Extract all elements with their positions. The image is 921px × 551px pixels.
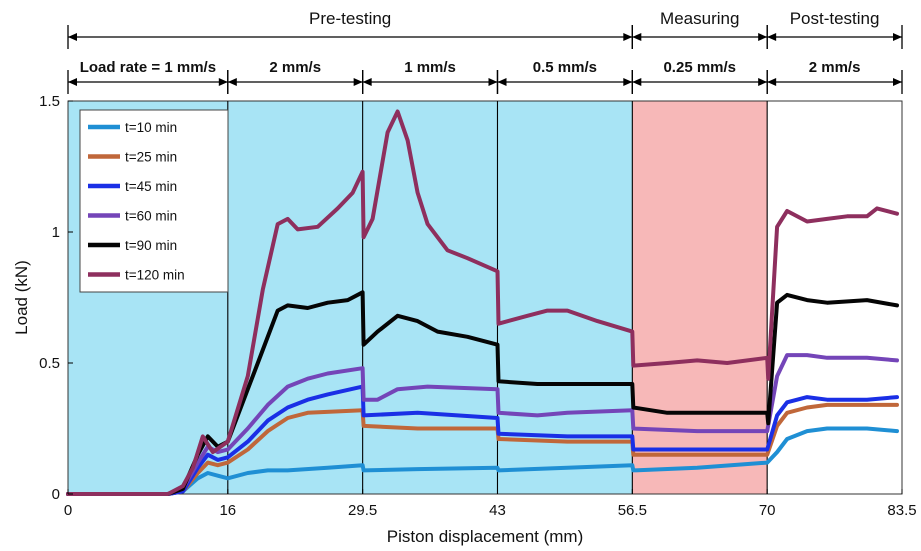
load-rate-label-3: 1 mm/s	[404, 59, 456, 76]
load-rate-arrow	[766, 70, 903, 94]
x-tick-label: 0	[64, 502, 72, 519]
arrow-head-left	[497, 78, 507, 86]
y-tick-label: 0.5	[39, 355, 60, 372]
series-line-t-25-min	[66, 402, 899, 496]
load-rate-label-4: 0.5 mm/s	[533, 59, 597, 76]
plot-border	[67, 100, 903, 495]
legend-label: t=45 min	[125, 179, 177, 194]
legend-label: t=10 min	[125, 120, 177, 135]
phase-arrow	[766, 25, 903, 49]
legend-label: t=60 min	[125, 209, 177, 224]
arrow-head-right	[623, 33, 633, 41]
arrow-head-right	[353, 78, 363, 86]
arrow-head-right	[893, 33, 902, 41]
arrow-head-right	[488, 78, 498, 86]
y-tick-label: 1	[52, 224, 60, 241]
x-tick-label: 29.5	[348, 502, 377, 519]
arrow-head-left	[632, 33, 642, 41]
x-tick-label: 16	[219, 502, 236, 519]
load-rate-label-6: 2 mm/s	[809, 59, 861, 76]
arrow-head-right	[758, 78, 768, 86]
series-line-t-10-min	[66, 426, 899, 496]
series-lines	[66, 109, 899, 496]
legend-label: t=120 min	[125, 268, 185, 283]
arrow-head-left	[362, 78, 372, 86]
arrow-head-left	[767, 33, 777, 41]
arrow-head-left	[68, 78, 77, 86]
arrow-head-left	[68, 33, 77, 41]
load-rate-label-1: Load rate = 1 mm/s	[80, 59, 216, 76]
load-rate-label-5: 0.25 mm/s	[663, 59, 736, 76]
series-line-t-60-min	[66, 353, 899, 496]
arrow-head-right	[758, 33, 768, 41]
legend-label: t=25 min	[125, 150, 177, 165]
measuring-shading	[632, 101, 768, 494]
y-tick-label: 0	[52, 486, 60, 503]
legend-box	[79, 109, 229, 293]
x-tick-label: 83.5	[887, 502, 916, 519]
y-tick-label: 1.5	[39, 93, 60, 110]
phase-label-measuring: Measuring	[660, 9, 739, 28]
phase-label-pre-testing: Pre-testing	[309, 9, 391, 28]
legend-label: t=90 min	[125, 238, 177, 253]
arrow-head-right	[218, 78, 228, 86]
arrow-head-left	[632, 78, 642, 86]
series-line-t-45-min	[66, 384, 899, 496]
arrow-head-left	[767, 78, 777, 86]
x-tick-label: 43	[489, 502, 506, 519]
x-axis-title: Piston displacement (mm)	[387, 527, 584, 546]
arrow-head-right	[893, 78, 902, 86]
arrow-head-left	[227, 78, 237, 86]
x-tick-label: 70	[759, 502, 776, 519]
phase-arrow	[631, 25, 768, 49]
phase-arrow	[67, 25, 633, 49]
series-line-t-120-min	[66, 109, 899, 496]
legend: t=10 min t=25 min t=45 min t=60 min t=90…	[79, 109, 229, 293]
y-axis-title: Load (kN)	[12, 260, 31, 335]
x-tick-label: 56.5	[618, 502, 647, 519]
phase-annotations: Pre-testing Measuring Post-testing Load …	[67, 9, 903, 94]
arrow-head-right	[623, 78, 633, 86]
phase-label-post-testing: Post-testing	[790, 9, 880, 28]
load-rate-label-2: 2 mm/s	[269, 59, 321, 76]
axis-ticks: 0 16 29.5 43 56.5 70 83.5 0 0.5 1 1.5	[39, 93, 916, 519]
load-rate-arrow	[227, 70, 364, 94]
